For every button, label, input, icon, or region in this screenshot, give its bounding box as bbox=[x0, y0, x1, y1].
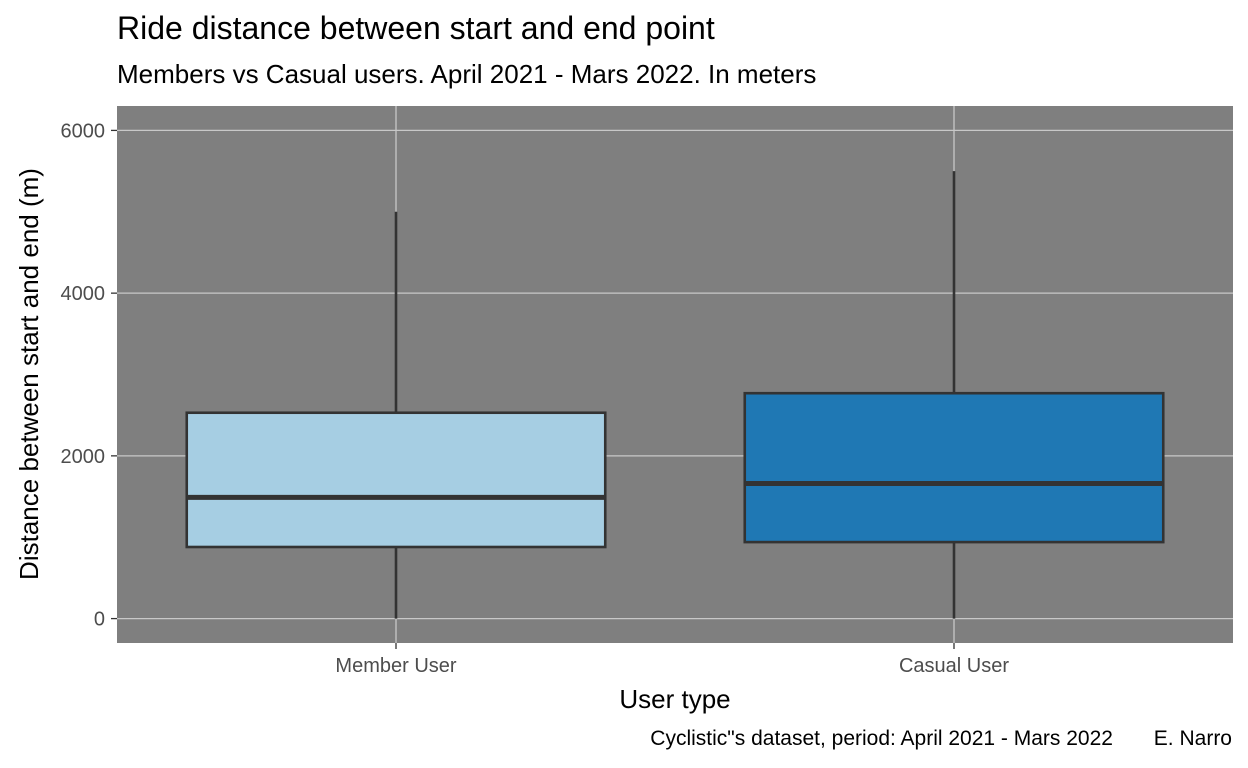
iqr-box bbox=[185, 411, 607, 549]
y-tick-label: 6000 bbox=[61, 120, 106, 142]
y-tick-label: 2000 bbox=[61, 446, 106, 468]
box-member-user bbox=[185, 211, 607, 619]
x-tick-label: Casual User bbox=[899, 655, 1009, 677]
x-axis-title: User type bbox=[619, 684, 730, 714]
chart-title: Ride distance between start and end poin… bbox=[117, 10, 715, 46]
box-casual-user bbox=[743, 171, 1165, 619]
y-tick-label: 4000 bbox=[61, 283, 106, 305]
y-axis: 0 2000 4000 6000 bbox=[61, 120, 117, 631]
plot-panel bbox=[117, 106, 1233, 643]
y-axis-title: Distance between start and end (m) bbox=[14, 168, 44, 580]
x-tick-label: Member User bbox=[335, 655, 456, 677]
y-tick-label: 0 bbox=[94, 609, 105, 631]
chart-subtitle: Members vs Casual users. April 2021 - Ma… bbox=[117, 59, 817, 89]
box-group bbox=[185, 171, 1165, 619]
iqr-box bbox=[743, 391, 1165, 544]
x-axis: Member User Casual User bbox=[335, 643, 1009, 677]
chart-caption: Cyclistic"s dataset, period: April 2021 … bbox=[650, 727, 1232, 750]
